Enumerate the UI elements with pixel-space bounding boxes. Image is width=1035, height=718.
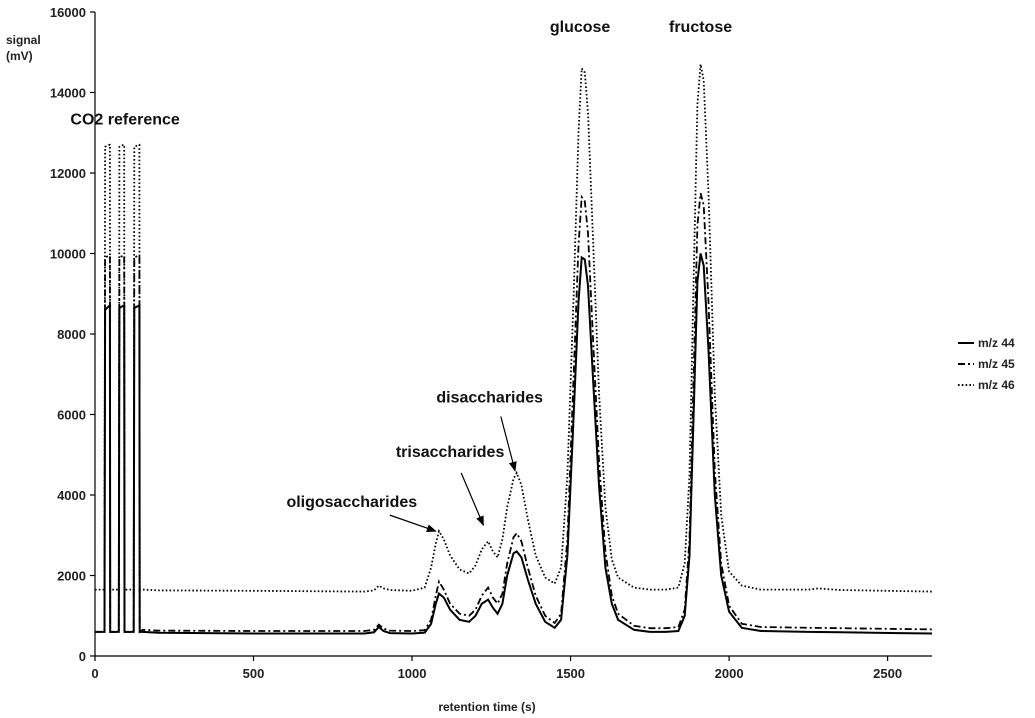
x-tick-label: 1500 (556, 666, 585, 681)
annotation-glucose: glucose (550, 19, 611, 36)
y-tick-label: 6000 (57, 408, 86, 423)
x-tick-label: 1000 (398, 666, 427, 681)
annotation-disaccharides: disaccharides (436, 389, 543, 406)
y-tick-label: 14000 (50, 86, 86, 101)
legend-label-1: m/z 44 (978, 336, 1015, 350)
y-ticks: 0 2000 4000 6000 8000 10000 12000 14000 16000 (50, 5, 95, 664)
annotation-arrow (389, 514, 437, 533)
legend-label-3: m/z 46 (978, 378, 1015, 392)
y-tick-label: 12000 (50, 166, 86, 181)
annotation-arrow (500, 416, 517, 472)
annotations: CO2 reference glucose fructose disaccharide… (70, 19, 732, 533)
series-line-2 (95, 192, 933, 634)
y-tick-label: 8000 (57, 327, 86, 342)
y-tick-label: 16000 (50, 5, 86, 20)
x-tick-label: 0 (91, 666, 98, 681)
x-tick-label: 500 (243, 666, 265, 681)
x-ticks: 0 500 1000 1500 2000 2500 (91, 656, 902, 681)
plot-lines (95, 64, 933, 635)
y-tick-label: 0 (79, 649, 86, 664)
legend: m/z 44 m/z 45 m/z 46 (958, 336, 1015, 392)
y-tick-label: 2000 (57, 569, 86, 584)
y-axis-label-line1: signal (6, 33, 41, 47)
y-axis-label-line2: (mV) (6, 49, 33, 63)
x-tick-label: 2500 (873, 666, 902, 681)
legend-label-2: m/z 45 (978, 357, 1015, 371)
x-tick-label: 2000 (715, 666, 744, 681)
annotation-oligosaccharides: oligosaccharides (286, 494, 417, 511)
x-axis-label: retention time (s) (438, 700, 535, 714)
annotation-trisaccharides: trisaccharides (396, 444, 505, 461)
series-line-1 (95, 253, 933, 635)
annotation-arrow (460, 472, 484, 527)
series-line-3 (95, 64, 933, 593)
y-tick-label: 10000 (50, 247, 86, 262)
y-tick-label: 4000 (57, 488, 86, 503)
annotation-fructose: fructose (669, 19, 732, 36)
axes (94, 12, 932, 657)
annotation-co2-reference: CO2 reference (70, 112, 179, 129)
